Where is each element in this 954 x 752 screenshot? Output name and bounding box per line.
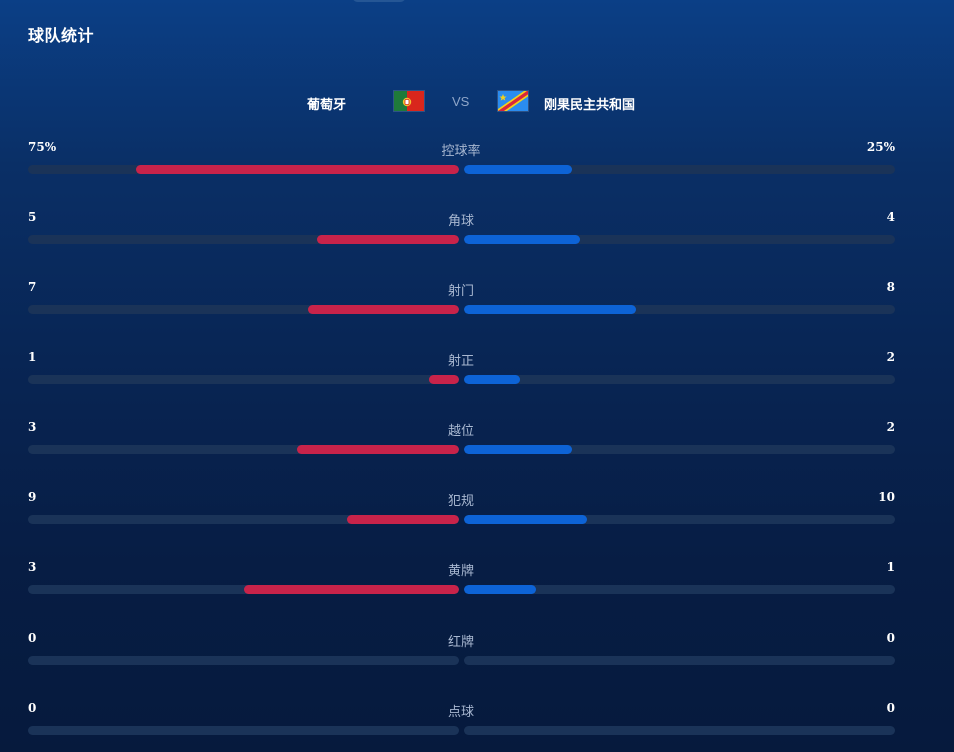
stat-row-possession: 75% 控球率 25% bbox=[28, 140, 895, 180]
home-bar-fill bbox=[135, 165, 459, 174]
away-bar-fill bbox=[464, 445, 572, 454]
home-bar-track bbox=[28, 375, 459, 384]
stat-label: 犯规 bbox=[447, 494, 474, 509]
away-value: 0 bbox=[886, 631, 895, 645]
home-bar-track bbox=[28, 656, 459, 665]
stat-row-red-cards: 0 红牌 0 bbox=[28, 631, 895, 671]
away-bar-track bbox=[464, 305, 895, 314]
stat-label: 越位 bbox=[447, 424, 474, 439]
stat-label: 红牌 bbox=[447, 635, 474, 650]
away-bar-track bbox=[464, 515, 895, 524]
away-bar-fill bbox=[464, 165, 572, 174]
home-bar-fill bbox=[297, 445, 459, 454]
home-bar-track bbox=[28, 515, 459, 524]
home-value: 3 bbox=[28, 560, 37, 574]
away-bar-track bbox=[464, 165, 895, 174]
stat-row-fouls: 9 犯规 10 bbox=[28, 490, 895, 530]
home-value: 0 bbox=[28, 701, 37, 715]
stat-row-corners: 5 角球 4 bbox=[28, 210, 895, 250]
stat-row-penalties: 0 点球 0 bbox=[28, 701, 895, 741]
away-value: 10 bbox=[878, 490, 895, 504]
away-bar-fill bbox=[464, 235, 581, 244]
stat-label: 射正 bbox=[447, 354, 474, 369]
away-value: 0 bbox=[886, 701, 895, 715]
away-bar-track bbox=[464, 726, 895, 735]
stat-label: 射门 bbox=[447, 284, 474, 299]
away-bar-track bbox=[464, 585, 895, 594]
stat-row-yellow-cards: 3 黄牌 1 bbox=[28, 560, 895, 600]
section-title: 球队统计 bbox=[28, 26, 95, 45]
home-bar-fill bbox=[243, 585, 459, 594]
away-value: 25% bbox=[866, 140, 895, 154]
stat-label: 点球 bbox=[447, 705, 474, 720]
home-bar-fill bbox=[308, 305, 459, 314]
home-bar-track bbox=[28, 165, 459, 174]
home-bar-track bbox=[28, 726, 459, 735]
match-header: 葡萄牙 VS 刚果民主共和国 bbox=[0, 88, 922, 116]
away-bar-track bbox=[464, 656, 895, 665]
stat-row-shots: 7 射门 8 bbox=[28, 280, 895, 320]
home-value: 9 bbox=[28, 490, 37, 504]
away-value: 4 bbox=[886, 210, 895, 224]
stat-label: 控球率 bbox=[441, 144, 481, 159]
top-tab-indicator bbox=[352, 0, 406, 2]
home-value: 1 bbox=[28, 350, 37, 364]
stat-label: 角球 bbox=[447, 214, 474, 229]
away-team-name: 刚果民主共和国 bbox=[544, 98, 636, 113]
home-bar-track bbox=[28, 585, 459, 594]
home-bar-track bbox=[28, 305, 459, 314]
away-bar-track bbox=[464, 445, 895, 454]
away-bar-fill bbox=[464, 305, 637, 314]
away-bar-track bbox=[464, 235, 895, 244]
away-value: 1 bbox=[886, 560, 895, 574]
stat-row-offsides: 3 越位 2 bbox=[28, 420, 895, 460]
home-value: 5 bbox=[28, 210, 37, 224]
vs-label: VS bbox=[452, 94, 470, 109]
away-bar-fill bbox=[464, 515, 587, 524]
away-bar-track bbox=[464, 375, 895, 384]
home-bar-track bbox=[28, 235, 459, 244]
away-value: 2 bbox=[886, 350, 895, 364]
home-value: 7 bbox=[28, 280, 37, 294]
home-team-name: 葡萄牙 bbox=[306, 98, 346, 113]
away-value: 8 bbox=[886, 280, 895, 294]
away-bar-fill bbox=[464, 375, 521, 384]
dr-congo-flag-icon bbox=[497, 90, 529, 112]
stat-label: 黄牌 bbox=[447, 564, 474, 579]
home-value: 3 bbox=[28, 420, 37, 434]
away-value: 2 bbox=[886, 420, 895, 434]
home-bar-fill bbox=[316, 235, 459, 244]
portugal-flag-icon bbox=[393, 90, 425, 112]
home-bar-fill bbox=[428, 375, 459, 384]
home-value: 75% bbox=[28, 140, 57, 154]
home-bar-track bbox=[28, 445, 459, 454]
away-bar-fill bbox=[464, 585, 536, 594]
stat-row-shots-on-target: 1 射正 2 bbox=[28, 350, 895, 390]
home-bar-fill bbox=[346, 515, 459, 524]
home-value: 0 bbox=[28, 631, 37, 645]
